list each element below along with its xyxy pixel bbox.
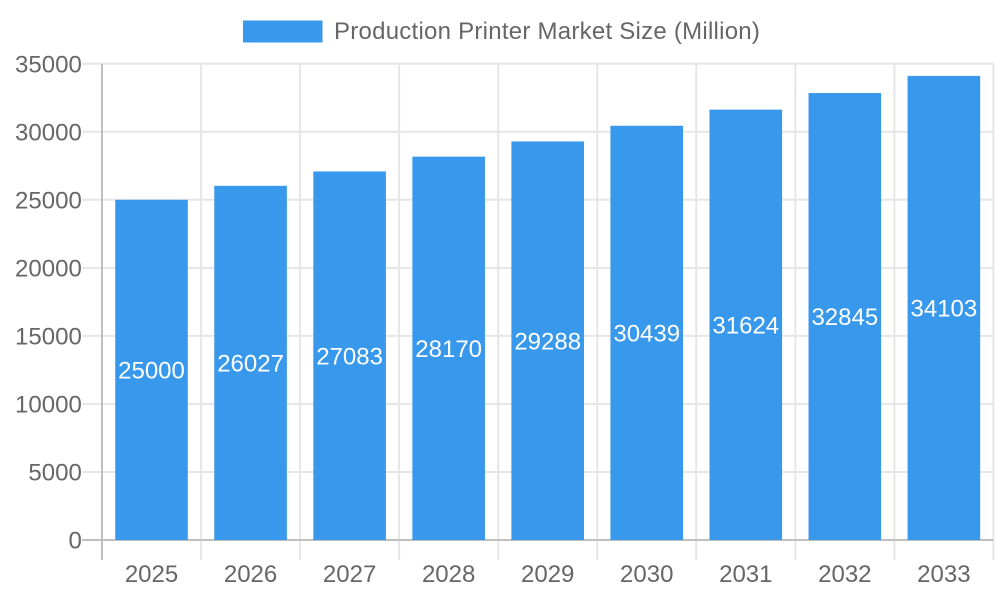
svg-text:2026: 2026 — [224, 561, 277, 588]
svg-text:2029: 2029 — [521, 561, 574, 588]
svg-text:2028: 2028 — [422, 561, 475, 588]
svg-text:2033: 2033 — [917, 561, 970, 588]
svg-text:30000: 30000 — [15, 119, 82, 146]
svg-text:2030: 2030 — [620, 561, 673, 588]
svg-text:2032: 2032 — [818, 561, 871, 588]
svg-text:32845: 32845 — [811, 304, 878, 331]
svg-text:10000: 10000 — [15, 392, 82, 419]
svg-text:0: 0 — [68, 528, 81, 555]
svg-text:27083: 27083 — [316, 343, 383, 370]
svg-text:35000: 35000 — [15, 51, 82, 78]
svg-text:31624: 31624 — [712, 312, 779, 339]
svg-text:2027: 2027 — [323, 561, 376, 588]
svg-text:30439: 30439 — [613, 320, 680, 347]
svg-text:2025: 2025 — [125, 561, 178, 588]
svg-text:20000: 20000 — [15, 255, 82, 282]
svg-text:25000: 25000 — [118, 357, 185, 384]
svg-text:2031: 2031 — [719, 561, 772, 588]
svg-text:Production Printer Market Size: Production Printer Market Size (Million) — [334, 18, 760, 45]
svg-text:28170: 28170 — [415, 336, 482, 363]
svg-text:26027: 26027 — [217, 351, 284, 378]
svg-text:25000: 25000 — [15, 187, 82, 214]
svg-text:15000: 15000 — [15, 323, 82, 350]
svg-text:5000: 5000 — [28, 460, 81, 487]
svg-text:34103: 34103 — [911, 296, 978, 323]
svg-text:29288: 29288 — [514, 328, 581, 355]
